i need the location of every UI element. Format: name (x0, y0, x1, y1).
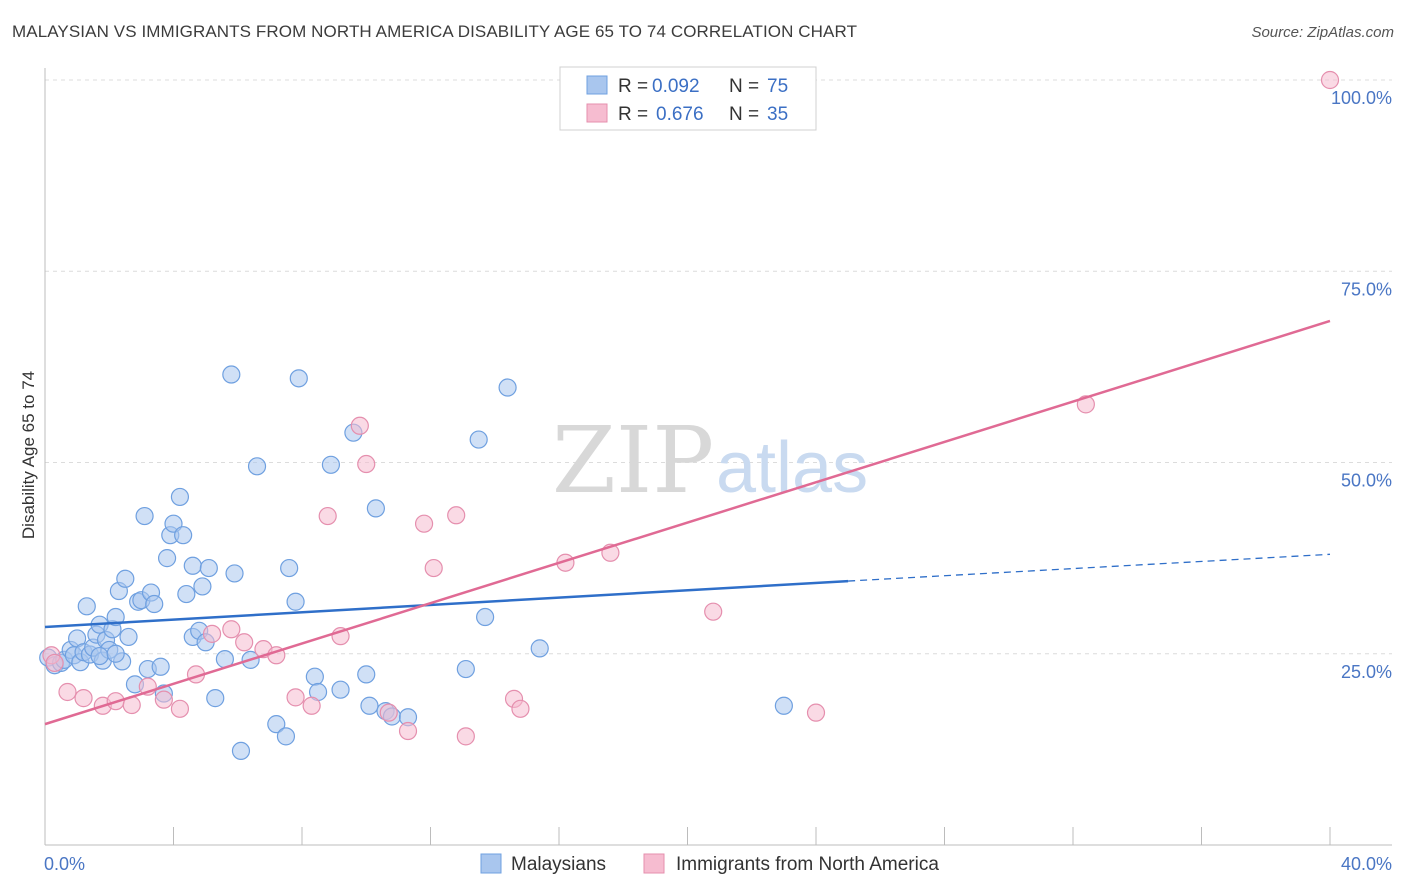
point-series0-70 (774, 696, 793, 715)
point-series0-45 (222, 365, 241, 384)
point-series1-2 (58, 682, 77, 702)
trend-line-series1 (44, 319, 1331, 726)
point-series1-23 (398, 721, 418, 741)
point-series0-47 (231, 741, 251, 761)
y-tick-label-0: 25.0% (1341, 662, 1392, 682)
legend-n-value-2: 35 (767, 104, 788, 125)
point-series0-35 (174, 526, 193, 545)
y-tick-label-1: 50.0% (1341, 471, 1392, 491)
point-series1-29 (511, 699, 530, 718)
chart-title: MALAYSIAN VS IMMIGRANTS FROM NORTH AMERI… (12, 22, 858, 41)
point-series1-12 (222, 620, 241, 639)
y-tick-label-2: 75.0% (1341, 279, 1392, 299)
point-series0-26 (135, 506, 154, 526)
point-series0-73 (90, 646, 109, 666)
point-series0-69 (530, 639, 549, 658)
point-series0-59 (357, 665, 376, 684)
point-series1-9 (170, 699, 190, 718)
point-series1-8 (154, 690, 173, 709)
x-tick-label-1: 40.0% (1341, 854, 1392, 874)
data-points (39, 70, 1340, 761)
point-series0-49 (267, 715, 286, 734)
y-tick-label-3: 100.0% (1331, 88, 1392, 108)
point-series1-3 (74, 689, 93, 708)
trend-line-extension-series0 (848, 553, 1331, 582)
point-series1-18 (318, 506, 337, 526)
legend-n-value-1: 75 (767, 76, 788, 97)
point-series1-17 (302, 696, 321, 715)
point-series0-30 (151, 657, 170, 676)
x-tick-label-0: 0.0% (44, 854, 85, 874)
trend-line-series0 (44, 579, 849, 629)
point-series1-16 (286, 688, 305, 707)
legend-swatch-malaysians (586, 75, 608, 95)
point-series0-68 (498, 378, 517, 397)
grid-lines (45, 79, 1392, 655)
point-series0-18 (106, 607, 125, 627)
legend-n-label-1: N = (729, 76, 759, 97)
bottom-legend-label-immigrants: Immigrants from North America (676, 854, 939, 875)
point-series0-9 (77, 597, 96, 616)
point-series0-50 (276, 727, 296, 746)
watermark-zip: ZIP (552, 407, 714, 514)
y-axis-label: Disability Age 65 to 74 (19, 371, 38, 539)
point-series0-57 (331, 680, 350, 699)
point-series1-25 (424, 558, 443, 578)
point-series1-21 (357, 454, 376, 474)
point-series0-48 (247, 457, 267, 476)
point-series0-31 (157, 549, 177, 568)
point-series0-21 (116, 569, 135, 588)
point-series1-11 (202, 624, 222, 643)
point-series0-56 (321, 455, 341, 474)
point-series1-33 (806, 703, 826, 722)
point-series0-40 (193, 577, 212, 596)
point-series0-61 (366, 499, 385, 518)
point-series0-60 (360, 696, 379, 715)
bottom-legend-label-malaysians: Malaysians (511, 854, 606, 875)
point-series0-51 (280, 558, 299, 578)
point-series0-74 (106, 644, 125, 663)
point-series0-65 (456, 659, 475, 679)
point-series0-66 (469, 430, 488, 449)
y-tick-labels: 25.0% 50.0% 75.0% 100.0% (1331, 88, 1392, 682)
x-tick-labels: 0.0% 40.0% (44, 854, 1392, 874)
point-series0-29 (145, 594, 164, 614)
point-series0-37 (183, 556, 202, 575)
point-series1-1 (45, 653, 64, 673)
legend-r-label-1: R = (618, 76, 648, 97)
bottom-legend-swatch-immigrants (643, 853, 665, 874)
trend-lines (44, 319, 1331, 726)
point-series1-22 (379, 703, 398, 722)
point-series1-35 (1320, 70, 1340, 90)
point-series0-53 (289, 369, 308, 388)
legend-n-label-2: N = (729, 104, 759, 125)
point-series0-41 (199, 558, 218, 578)
point-series1-20 (350, 416, 369, 435)
bottom-legend-swatch-malaysians (480, 853, 502, 874)
legend-r-value-2: 0.676 (656, 104, 704, 125)
point-series0-22 (119, 627, 138, 647)
legend-swatch-immigrants (586, 103, 608, 123)
axes (44, 68, 1392, 846)
point-series0-34 (170, 487, 190, 507)
point-series0-54 (305, 667, 324, 686)
source-label: Source: ZipAtlas.com (1251, 24, 1394, 41)
point-series1-13 (235, 633, 254, 652)
watermark-atlas: atlas (716, 428, 868, 508)
point-series0-43 (206, 689, 225, 708)
legend-r-value-1: 0.092 (652, 76, 700, 97)
point-series0-36 (177, 584, 196, 604)
legend: R = 0.092 N = 75 R = 0.676 N = 35 (559, 66, 817, 131)
point-series1-32 (704, 602, 723, 621)
legend-r-label-2: R = (618, 104, 648, 125)
point-series0-52 (286, 592, 305, 611)
point-series0-46 (225, 564, 244, 583)
point-series1-26 (447, 506, 466, 525)
bottom-legend: Malaysians Immigrants from North America (480, 853, 939, 875)
point-series0-67 (476, 607, 495, 627)
point-series1-24 (414, 514, 434, 533)
point-series1-27 (456, 727, 475, 746)
